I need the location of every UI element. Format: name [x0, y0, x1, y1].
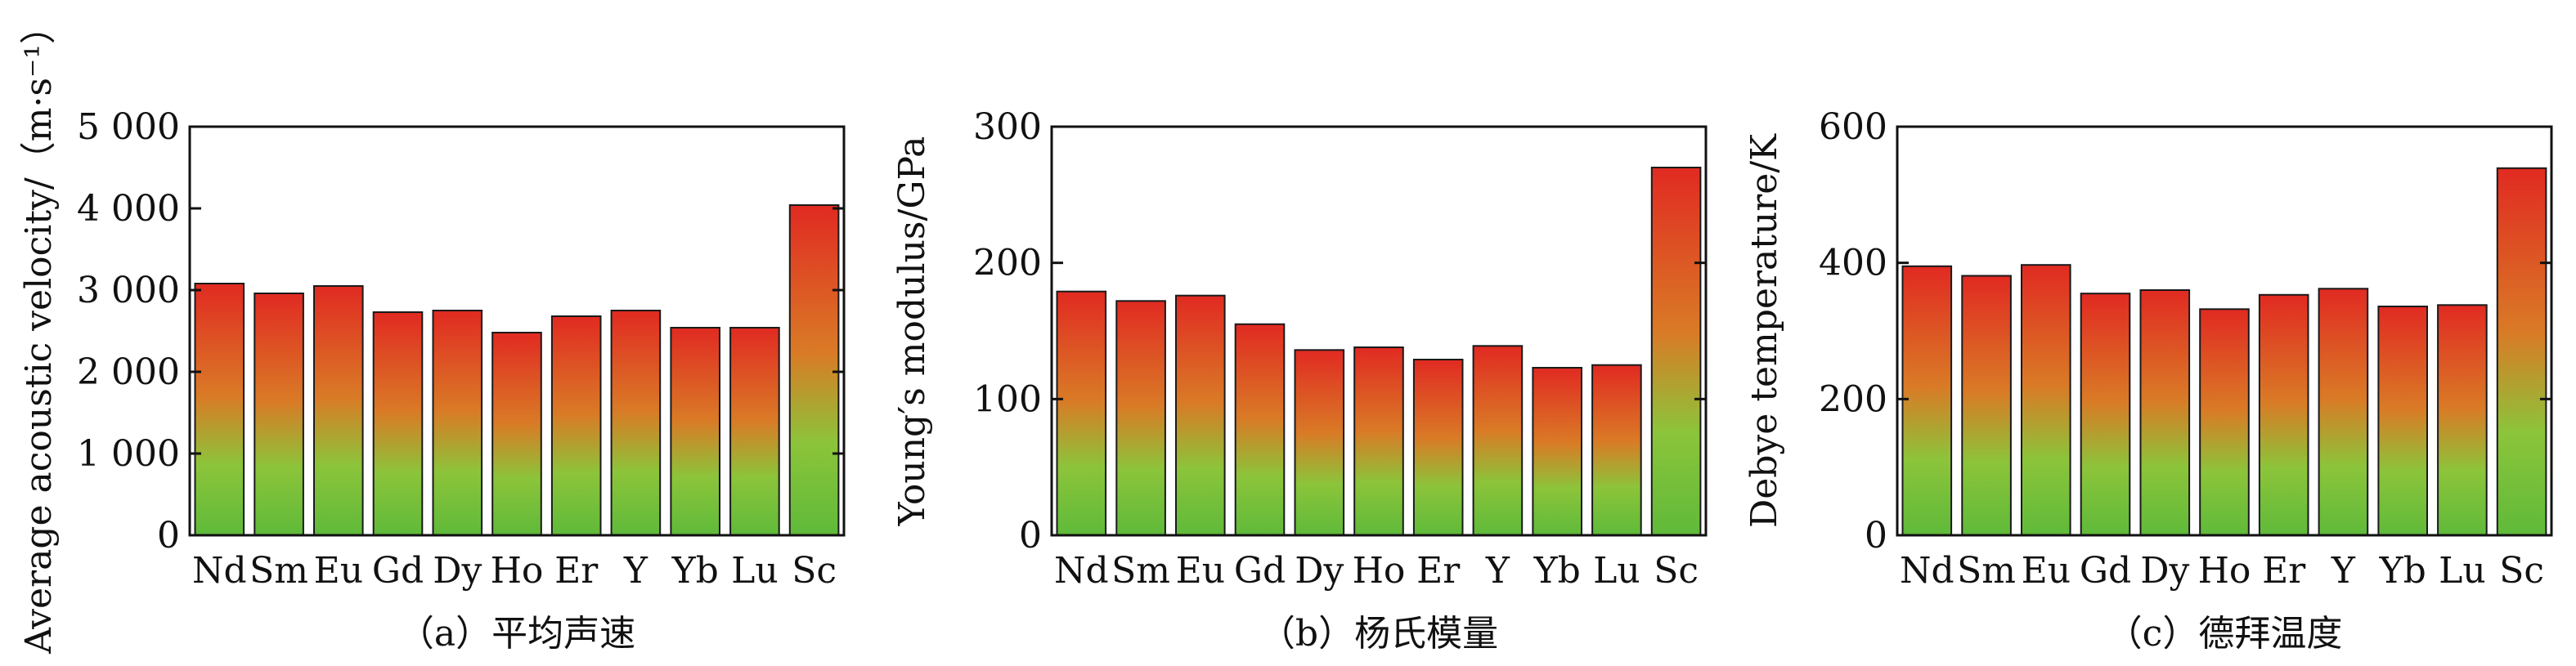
y-tick-label: 100	[973, 378, 1042, 420]
plot-frame	[188, 125, 846, 537]
bar-yb	[1532, 367, 1583, 536]
x-tick-label-lu: Lu	[1593, 550, 1640, 592]
plot-frame	[1050, 125, 1708, 537]
bar-sc	[1650, 167, 1702, 536]
bar-gd	[1234, 323, 1286, 536]
bar-sm	[1115, 300, 1166, 536]
x-tick-label-sc: Sc	[1654, 550, 1699, 592]
x-tick-label-dy: Dy	[1295, 550, 1344, 592]
x-tick-label-sc: Sc	[792, 550, 837, 592]
x-tick-label-nd: Nd	[1054, 550, 1109, 592]
bar-nd	[1901, 265, 1953, 536]
bar-nd	[1056, 290, 1107, 536]
x-tick-label-yb: Yb	[671, 550, 719, 592]
bar-nd	[194, 283, 245, 536]
bar-er	[1412, 359, 1464, 536]
y-tick-label: 600	[1819, 106, 1887, 148]
bar-sm	[1961, 275, 2012, 536]
bar-er	[550, 315, 602, 536]
x-tick-label-lu: Lu	[2439, 550, 2486, 592]
chart-panel-c: 0 200 400 600 Nd Sm Eu Gd Dy Ho Er Y Yb Lu Sc Debye tem…	[1744, 106, 2553, 655]
x-tick-label-nd: Nd	[192, 550, 247, 592]
x-tick-label-dy: Dy	[433, 550, 482, 592]
y-axis-label: Average acoustic velocity/（m·s⁻¹）	[18, 8, 60, 655]
x-tick-label-sc: Sc	[2499, 550, 2544, 592]
x-tick-label-gd: Gd	[1234, 550, 1286, 592]
y-tick-label: 0	[157, 515, 180, 556]
plot-frame	[1896, 125, 2553, 537]
y-tick-label: 0	[1865, 515, 1887, 556]
x-tick-label-er: Er	[554, 550, 599, 592]
chart-panel-a: 0 1 000 2 000 3 000 4 000 5 000 Nd Sm Eu Gd Dy Ho Er…	[18, 8, 846, 655]
bar-sc	[2496, 167, 2547, 537]
x-tick-label-y: Y	[2331, 550, 2356, 592]
x-tick-label-y: Y	[623, 550, 648, 592]
x-tick-label-er: Er	[1416, 550, 1461, 592]
y-tick-label: 2 000	[77, 351, 180, 393]
x-tick-label-yb: Yb	[1533, 550, 1581, 592]
x-tick-label-ho: Ho	[1353, 550, 1406, 592]
bar-dy	[432, 310, 483, 536]
x-tick-label-sm: Sm	[1111, 550, 1170, 592]
bar-ho	[2199, 308, 2250, 536]
bar-lu	[2437, 304, 2488, 536]
x-tick-label-dy: Dy	[2140, 550, 2189, 592]
chart-panel-b: 0 100 200 300 Nd Sm Eu Gd Dy Ho Er Y Yb Lu Sc Young′s m…	[891, 106, 1708, 655]
y-tick-label: 3 000	[77, 270, 180, 311]
bar-lu	[729, 327, 780, 536]
bar-sm	[254, 293, 304, 536]
bar-yb	[670, 327, 721, 536]
y-tick-label: 4 000	[77, 188, 180, 230]
x-tick-label-eu: Eu	[2022, 550, 2071, 592]
bar-y	[1472, 345, 1524, 536]
panel-caption: （b）杨氏模量	[1259, 613, 1498, 655]
x-tick-label-sm: Sm	[1957, 550, 2016, 592]
bar-ho	[1353, 346, 1404, 536]
x-tick-label-sm: Sm	[249, 550, 308, 592]
x-tick-label-eu: Eu	[314, 550, 363, 592]
bar-lu	[1591, 364, 1642, 537]
bar-eu	[2021, 264, 2071, 536]
x-tick-label-ho: Ho	[491, 550, 544, 592]
x-tick-label-lu: Lu	[731, 550, 779, 592]
y-axis-label: Debye temperature/K	[1744, 133, 1785, 528]
bar-gd	[372, 311, 424, 536]
bar-eu	[313, 285, 364, 536]
bar-dy	[1294, 349, 1345, 536]
bar-gd	[2080, 293, 2131, 536]
y-tick-label: 300	[973, 106, 1042, 148]
y-tick-label: 1 000	[77, 433, 180, 475]
panel-caption: （c）德拜温度	[2107, 613, 2343, 655]
bar-dy	[2139, 289, 2191, 536]
x-tick-label-ho: Ho	[2198, 550, 2251, 592]
x-tick-label-yb: Yb	[2379, 550, 2426, 592]
bar-yb	[2377, 306, 2428, 536]
x-tick-label-gd: Gd	[372, 550, 424, 592]
bar-er	[2258, 293, 2309, 536]
y-tick-label: 0	[1019, 515, 1042, 556]
x-tick-label-gd: Gd	[2080, 550, 2131, 592]
y-tick-label: 400	[1819, 243, 1887, 284]
bar-y	[610, 310, 662, 536]
x-tick-label-eu: Eu	[1176, 550, 1225, 592]
y-axis-label: Young′s modulus/GPa	[891, 136, 933, 527]
bar-eu	[1175, 294, 1226, 536]
x-tick-label-y: Y	[1485, 550, 1510, 592]
bar-sc	[788, 204, 840, 536]
y-tick-label: 5 000	[77, 106, 180, 148]
y-tick-label: 200	[973, 243, 1042, 284]
bar-y	[2318, 288, 2369, 536]
bar-ho	[491, 332, 542, 536]
y-tick-label: 200	[1819, 378, 1887, 420]
x-tick-label-er: Er	[2262, 550, 2306, 592]
x-tick-label-nd: Nd	[1900, 550, 1954, 592]
panel-caption: （a）平均声速	[398, 613, 635, 655]
